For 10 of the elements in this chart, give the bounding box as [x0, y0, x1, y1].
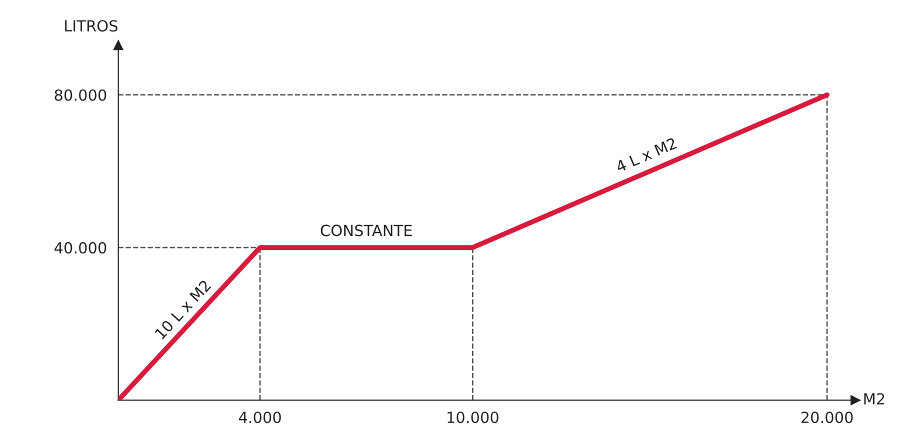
annotation: 10 L x M2: [154, 279, 212, 340]
y-tick-label: 80.000: [54, 89, 106, 101]
y-tick-label: 40.000: [54, 242, 106, 254]
x-tick-label: 10.000: [448, 412, 498, 424]
annotation: 4 L x M2: [615, 137, 677, 172]
y-axis-title: LITROS: [65, 20, 118, 32]
x-axis-title: M2: [864, 393, 884, 404]
x-tick-label: 4.000: [238, 412, 281, 424]
annotation: CONSTANTE: [320, 224, 412, 236]
x-tick-label: 20.000: [801, 412, 853, 424]
